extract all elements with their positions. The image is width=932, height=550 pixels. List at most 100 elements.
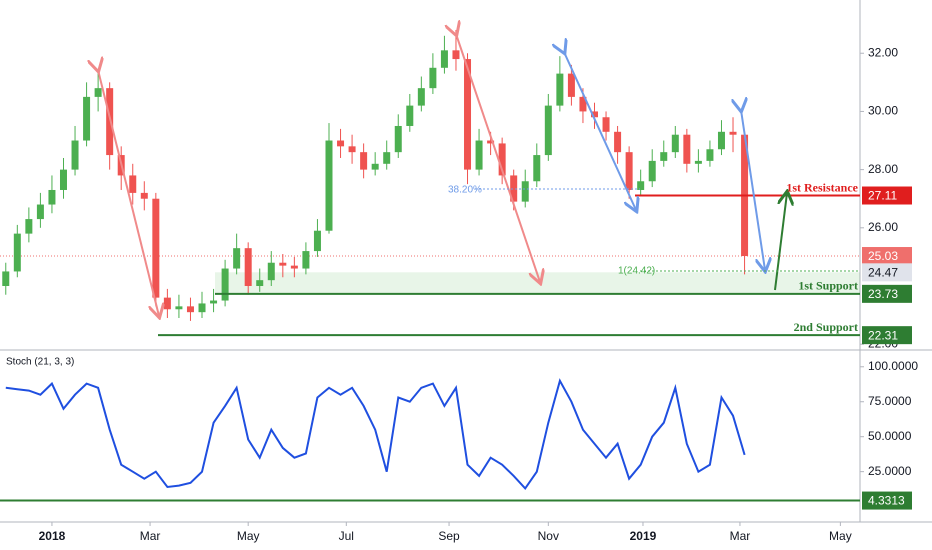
x-tick-label: 2018: [39, 529, 66, 543]
trend-arrow: [98, 70, 159, 316]
candle-body: [94, 88, 102, 97]
candle-body: [267, 262, 275, 281]
candle-body: [48, 189, 56, 205]
x-tick-label: Mar: [140, 529, 161, 543]
candle-body: [337, 140, 345, 147]
x-tick-label: May: [829, 529, 852, 543]
candle-body: [567, 73, 575, 97]
candle-body: [556, 73, 564, 106]
candle-body: [614, 131, 622, 153]
candle-body: [348, 146, 356, 153]
trend-arrows: [98, 34, 860, 316]
price-tag: [862, 326, 912, 345]
candle-body: [302, 251, 310, 269]
candle-body: [59, 169, 67, 190]
candle-body: [313, 230, 321, 252]
candle-body: [198, 303, 206, 313]
candle-body: [152, 198, 160, 298]
candle-body: [717, 131, 725, 150]
candle-body: [521, 181, 529, 202]
candle-body: [544, 105, 552, 156]
price-tag: [862, 284, 912, 303]
candle-body: [440, 50, 448, 68]
candle-body: [25, 219, 33, 234]
y-tick-label: 75.0000: [868, 394, 912, 408]
x-tick-label: Jul: [339, 529, 354, 543]
candle-body: [186, 306, 194, 313]
candle-body: [256, 280, 264, 286]
candle-body: [602, 117, 610, 132]
y-tick-label: 25.0000: [868, 464, 912, 478]
indicator-title: Stoch (21, 3, 3): [6, 357, 74, 368]
candle-body: [221, 268, 229, 301]
x-tick-label: May: [237, 529, 260, 543]
level-label: 1st Resistance: [786, 180, 858, 194]
y-tick-label: 30.00: [868, 104, 898, 118]
candle-body: [671, 134, 679, 153]
price-tag: [862, 263, 912, 282]
price-tag: [862, 186, 912, 205]
price-tag-label: 24.47: [868, 265, 898, 279]
candle-body: [83, 96, 91, 141]
trend-arrow: [741, 110, 765, 270]
stoch-line: [5, 378, 746, 490]
candle-body: [394, 125, 402, 153]
labels-layer: 1st Resistance 27.11 1st Support 23.73 2nd S…: [786, 180, 912, 510]
candle-body: [694, 160, 702, 164]
candle-body: [429, 67, 437, 89]
candle-body: [244, 248, 252, 286]
candle-body: [140, 192, 148, 199]
candle-body: [625, 152, 633, 190]
level-label: 2nd Support: [794, 320, 858, 334]
candle-body: [533, 155, 541, 182]
candle-body: [290, 265, 298, 269]
y-tick-label: 26.00: [868, 220, 898, 234]
candle-body: [475, 140, 483, 170]
candle-body: [325, 140, 333, 231]
candle-body: [36, 204, 44, 220]
candle-body: [163, 297, 171, 310]
fib-label: 38.20%: [448, 185, 482, 196]
candle-body: [648, 160, 656, 182]
trend-arrow: [774, 193, 787, 291]
candle-body: [406, 105, 414, 126]
trend-arrow: [456, 34, 540, 282]
y-tick-label: 50.0000: [868, 429, 912, 443]
candle-body: [371, 163, 379, 170]
candle-body: [233, 248, 241, 269]
candle-body: [383, 152, 391, 164]
candle-body: [729, 131, 737, 135]
candle-body: [175, 306, 183, 310]
candle-body: [210, 300, 218, 304]
fib-label: 1(24.42): [618, 266, 655, 277]
candle-body: [417, 88, 425, 106]
price-tag: [862, 247, 912, 266]
candle-body: [706, 149, 714, 161]
candle-body: [106, 88, 114, 156]
candle-body: [360, 152, 368, 170]
x-tick-label: Mar: [730, 529, 751, 543]
x-tick-label: 2019: [630, 529, 657, 543]
x-tick-label: Sep: [438, 529, 460, 543]
y-tick-label: 28.00: [868, 162, 898, 176]
trend-arrow: [564, 52, 636, 210]
candle-body: [129, 175, 137, 193]
candle-body: [683, 134, 691, 164]
candle-body: [2, 271, 10, 286]
y-tick-label: 100.0000: [868, 359, 918, 373]
price-tag-label: 25.03: [868, 249, 898, 263]
price-tag-label: 23.73: [868, 287, 898, 301]
candle-body: [13, 233, 21, 272]
candle-body: [660, 152, 668, 161]
price-tag: [862, 491, 912, 510]
level-label: 1st Support: [798, 279, 858, 293]
candle-body: [71, 140, 79, 170]
y-tick-label: 32.00: [868, 45, 898, 59]
candle-body: [637, 181, 645, 190]
price-tag-label: 4.3313: [868, 494, 905, 508]
x-tick-label: Nov: [538, 529, 559, 543]
price-tag-label: 22.31: [868, 328, 898, 342]
candle-body: [452, 50, 460, 60]
price-tag-label: 27.11: [868, 189, 897, 203]
